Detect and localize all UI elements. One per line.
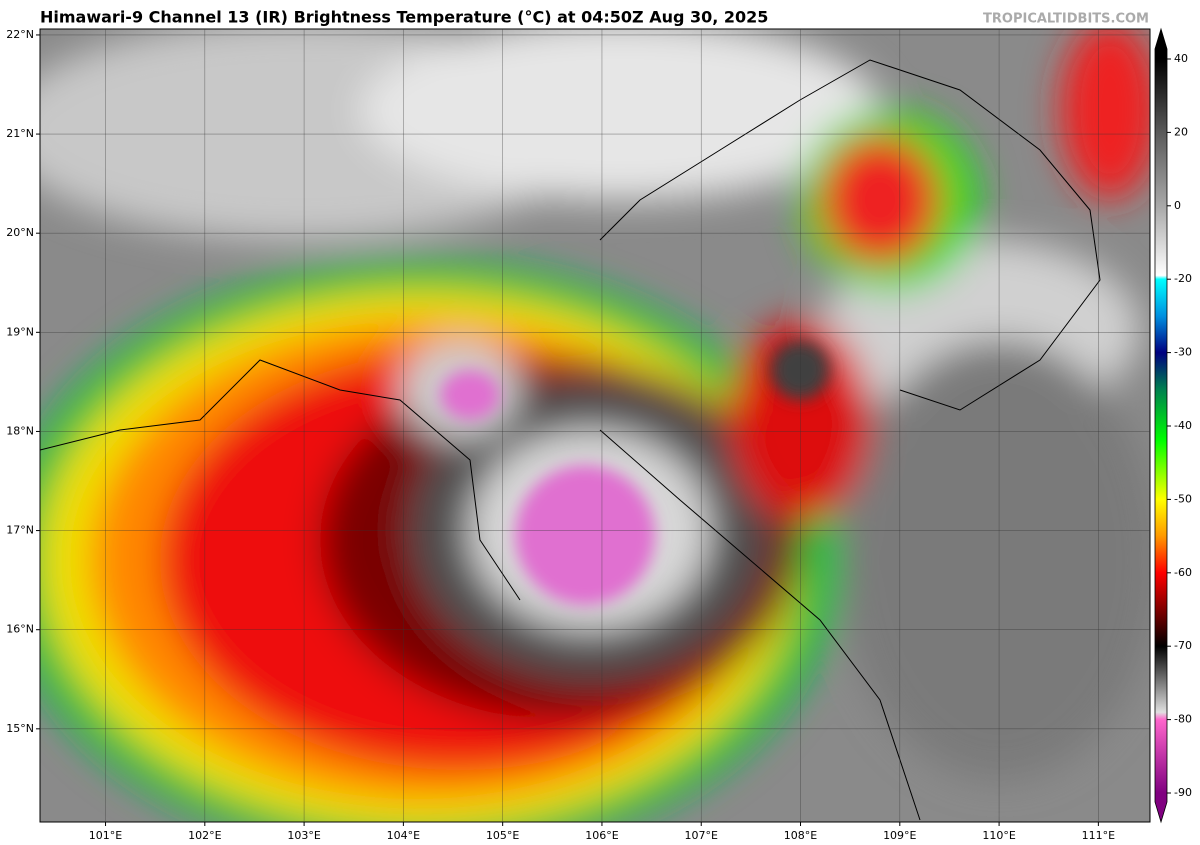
colorbar-tick-label: -80 xyxy=(1174,713,1192,726)
colorbar-tick-label: 0 xyxy=(1174,199,1181,212)
y-tick-label: 17°N xyxy=(6,524,34,537)
x-tick-label: 102°E xyxy=(188,829,221,842)
colorbar-body xyxy=(1154,27,1168,824)
x-tick-label: 105°E xyxy=(486,829,519,842)
x-tick-label: 101°E xyxy=(89,829,122,842)
y-tick-label: 18°N xyxy=(6,424,34,437)
colorbar-tick-label: -50 xyxy=(1174,492,1192,505)
x-tick-label: 109°E xyxy=(883,829,916,842)
y-tick-label: 15°N xyxy=(6,722,34,735)
x-tick-label: 107°E xyxy=(685,829,718,842)
colorbar-tick-label: -20 xyxy=(1174,272,1192,285)
colorbar-tick-label: -60 xyxy=(1174,566,1192,579)
colorbar-tick-label: 20 xyxy=(1174,125,1188,138)
axes: 101°E 102°E 103°E 104°E 105°E 106°E 107°E 108°E… xyxy=(6,28,1150,842)
y-tick-label: 20°N xyxy=(6,226,34,239)
y-tick-label: 21°N xyxy=(6,127,34,140)
y-tick-label: 16°N xyxy=(6,623,34,636)
colorbar-tick-label: -70 xyxy=(1174,639,1192,652)
x-tick-label: 103°E xyxy=(287,829,320,842)
y-tick-label: 19°N xyxy=(6,325,34,338)
colorbar-tick-label: -40 xyxy=(1174,419,1192,432)
y-tick-label: 22°N xyxy=(6,28,34,41)
title: Himawari-9 Channel 13 (IR) Brightness Te… xyxy=(40,8,768,27)
x-tick-label: 111°E xyxy=(1082,829,1115,842)
satellite-imagery xyxy=(40,29,1150,822)
map-frame xyxy=(39,28,1151,823)
x-tick-label: 106°E xyxy=(585,829,618,842)
x-tick-label: 110°E xyxy=(982,829,1015,842)
credit: TROPICALTIDBITS.COM xyxy=(983,12,1149,27)
colorbar-tick-label: 40 xyxy=(1174,52,1188,65)
colorbar-tick-label: -30 xyxy=(1174,346,1192,359)
colorbar: 40 20 0 -20 -30 -40 -50 -60 -70 -80 -90 xyxy=(1154,27,1192,824)
coastline xyxy=(40,59,1101,821)
x-tick-label: 108°E xyxy=(784,829,817,842)
colorbar-tick-label: -90 xyxy=(1174,786,1192,799)
x-tick-label: 104°E xyxy=(387,829,420,842)
